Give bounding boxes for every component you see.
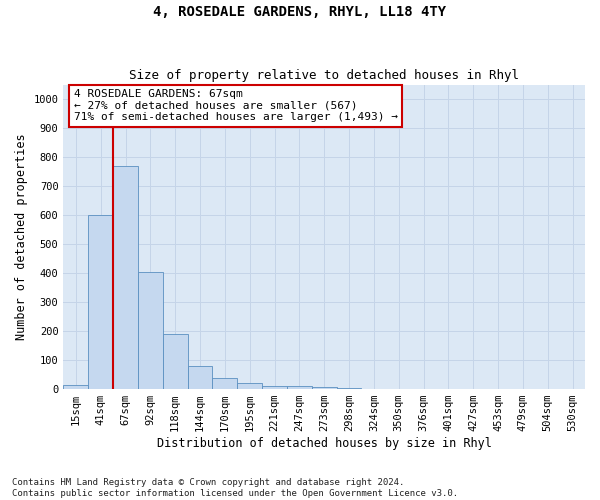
Bar bbox=[237, 384, 262, 389]
X-axis label: Distribution of detached houses by size in Rhyl: Distribution of detached houses by size … bbox=[157, 437, 491, 450]
Bar bbox=[163, 334, 188, 389]
Bar bbox=[212, 378, 237, 389]
Text: 4, ROSEDALE GARDENS, RHYL, LL18 4TY: 4, ROSEDALE GARDENS, RHYL, LL18 4TY bbox=[154, 5, 446, 19]
Bar bbox=[188, 366, 212, 389]
Bar bbox=[113, 166, 138, 389]
Text: Contains HM Land Registry data © Crown copyright and database right 2024.
Contai: Contains HM Land Registry data © Crown c… bbox=[12, 478, 458, 498]
Title: Size of property relative to detached houses in Rhyl: Size of property relative to detached ho… bbox=[129, 69, 519, 82]
Bar bbox=[64, 384, 88, 389]
Bar bbox=[287, 386, 312, 389]
Bar bbox=[262, 386, 287, 389]
Bar bbox=[337, 388, 361, 389]
Bar bbox=[88, 215, 113, 389]
Bar bbox=[312, 387, 337, 389]
Text: 4 ROSEDALE GARDENS: 67sqm
← 27% of detached houses are smaller (567)
71% of semi: 4 ROSEDALE GARDENS: 67sqm ← 27% of detac… bbox=[74, 89, 398, 122]
Bar bbox=[138, 272, 163, 389]
Y-axis label: Number of detached properties: Number of detached properties bbox=[15, 134, 28, 340]
